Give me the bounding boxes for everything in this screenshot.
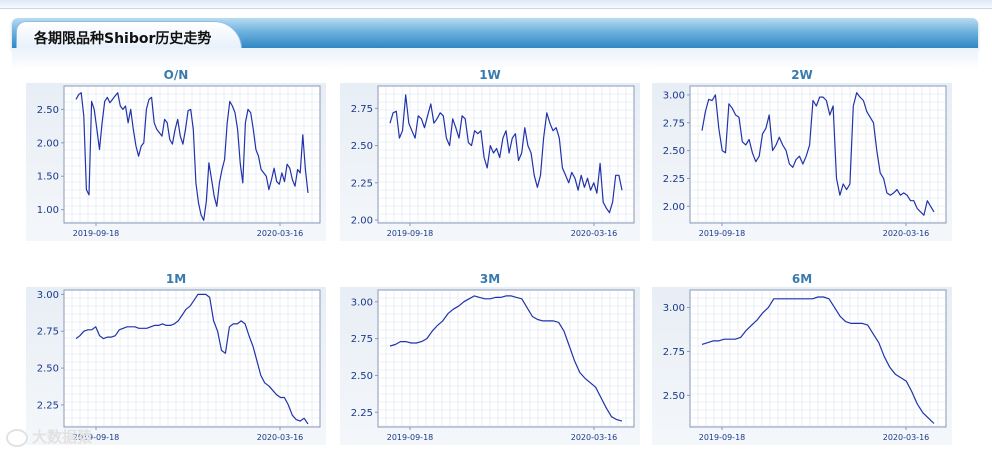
plot-border bbox=[377, 289, 635, 428]
watermark-logo-icon bbox=[6, 428, 28, 447]
chart-1m: 3.00 2.75 2.50 2.25 2019-09-18 2020-03-16 bbox=[37, 289, 321, 442]
chart-title: 1W bbox=[479, 68, 501, 82]
x-tick-label: 2020-03-16 bbox=[883, 229, 930, 238]
series-line bbox=[75, 293, 309, 425]
series-line bbox=[389, 295, 623, 422]
series-line bbox=[701, 92, 935, 216]
y-tick-label: 2.75 bbox=[351, 334, 373, 345]
y-tick-label: 2.50 bbox=[351, 141, 373, 152]
chart-card-1w: 1W 2.75 2.50 2.25 2.00 2019-09-18 2020-03-16 bbox=[340, 68, 640, 241]
chart-card-on: O/N 2.50 2.00 1.50 1.00 2019-09-18 2020-03-16 bbox=[26, 68, 326, 241]
y-tick-label: 3.00 bbox=[663, 303, 685, 314]
y-tick-label: 2.00 bbox=[351, 216, 373, 227]
x-tick-label: 2019-09-18 bbox=[699, 433, 746, 442]
chart-title: O/N bbox=[163, 68, 189, 82]
plot-border bbox=[63, 85, 321, 224]
plot-border bbox=[689, 289, 947, 428]
chart-card-1m: 1M 3.00 2.75 2.50 2.25 2019-09-18 2020-03-16 bbox=[26, 272, 326, 445]
x-tick-label: 2019-09-18 bbox=[73, 229, 120, 238]
watermark: 大数据猿 bbox=[6, 426, 92, 447]
x-tick-label: 2020-03-16 bbox=[571, 433, 618, 442]
chart-title: 3M bbox=[479, 272, 501, 286]
plot-border bbox=[689, 85, 947, 224]
panel-header-shadow bbox=[12, 48, 978, 70]
x-tick-label: 2019-09-18 bbox=[699, 229, 746, 238]
chart-card-6m: 6M 3.00 2.75 2.50 2019-09-18 2020-03-16 bbox=[652, 272, 952, 445]
x-tick-label: 2019-09-18 bbox=[387, 433, 434, 442]
y-tick-label: 2.25 bbox=[37, 400, 59, 411]
x-tick-label: 2020-03-16 bbox=[257, 433, 304, 442]
chart-title: 1M bbox=[165, 272, 187, 286]
x-tick-label: 2019-09-18 bbox=[73, 433, 120, 442]
y-tick-label: 2.25 bbox=[351, 408, 373, 419]
y-tick-label: 2.00 bbox=[37, 138, 59, 149]
y-tick-label: 3.00 bbox=[37, 290, 59, 301]
series-line bbox=[389, 94, 623, 214]
chart-card-2w: 2W 3.00 2.75 2.50 2.25 2.00 2019-09-18 2020-03… bbox=[652, 68, 952, 241]
y-tick-label: 2.25 bbox=[663, 174, 685, 185]
top-strip bbox=[0, 0, 992, 9]
y-tick-label: 3.00 bbox=[663, 90, 685, 101]
series-line bbox=[701, 296, 935, 424]
y-tick-label: 2.50 bbox=[663, 391, 685, 402]
y-tick-label: 2.50 bbox=[37, 105, 59, 116]
y-tick-label: 1.50 bbox=[37, 172, 59, 183]
x-tick-label: 2020-03-16 bbox=[257, 229, 304, 238]
x-tick-label: 2020-03-16 bbox=[883, 433, 930, 442]
plot-border bbox=[63, 289, 321, 428]
page-title: 各期限品种Shibor历史走势 bbox=[34, 31, 212, 47]
chart-3m: 3.00 2.75 2.50 2.25 2019-09-18 2020-03-16 bbox=[351, 289, 635, 442]
y-tick-label: 2.50 bbox=[663, 146, 685, 157]
chart-1w: 2.75 2.50 2.25 2.00 2019-09-18 2020-03-16 bbox=[351, 85, 635, 238]
chart-2w: 3.00 2.75 2.50 2.25 2.00 2019-09-18 2020-03-16 bbox=[663, 85, 947, 238]
y-tick-label: 2.75 bbox=[663, 118, 685, 129]
y-tick-label: 2.50 bbox=[351, 371, 373, 382]
chart-6m: 3.00 2.75 2.50 2019-09-18 2020-03-16 bbox=[663, 289, 947, 442]
x-tick-label: 2020-03-16 bbox=[571, 229, 618, 238]
x-tick-label: 2019-09-18 bbox=[387, 229, 434, 238]
panel-title-tab bbox=[16, 21, 242, 49]
chart-title: 6M bbox=[791, 272, 813, 286]
y-tick-label: 3.00 bbox=[351, 297, 373, 308]
y-tick-label: 1.00 bbox=[37, 205, 59, 216]
y-tick-label: 2.75 bbox=[351, 104, 373, 115]
y-tick-label: 2.75 bbox=[37, 327, 59, 338]
y-tick-label: 2.25 bbox=[351, 178, 373, 189]
chart-title: 2W bbox=[791, 68, 813, 82]
y-tick-label: 2.00 bbox=[663, 202, 685, 213]
chart-on: 2.50 2.00 1.50 1.00 2019-09-18 2020-03-16 bbox=[37, 85, 321, 238]
y-tick-label: 2.50 bbox=[37, 364, 59, 375]
chart-card-3m: 3M 3.00 2.75 2.50 2.25 2019-09-18 2020-03-16 bbox=[340, 272, 640, 445]
watermark-text: 大数据猿 bbox=[32, 428, 93, 446]
plot-border bbox=[377, 85, 635, 224]
y-tick-label: 2.75 bbox=[663, 347, 685, 358]
series-line bbox=[75, 92, 309, 221]
